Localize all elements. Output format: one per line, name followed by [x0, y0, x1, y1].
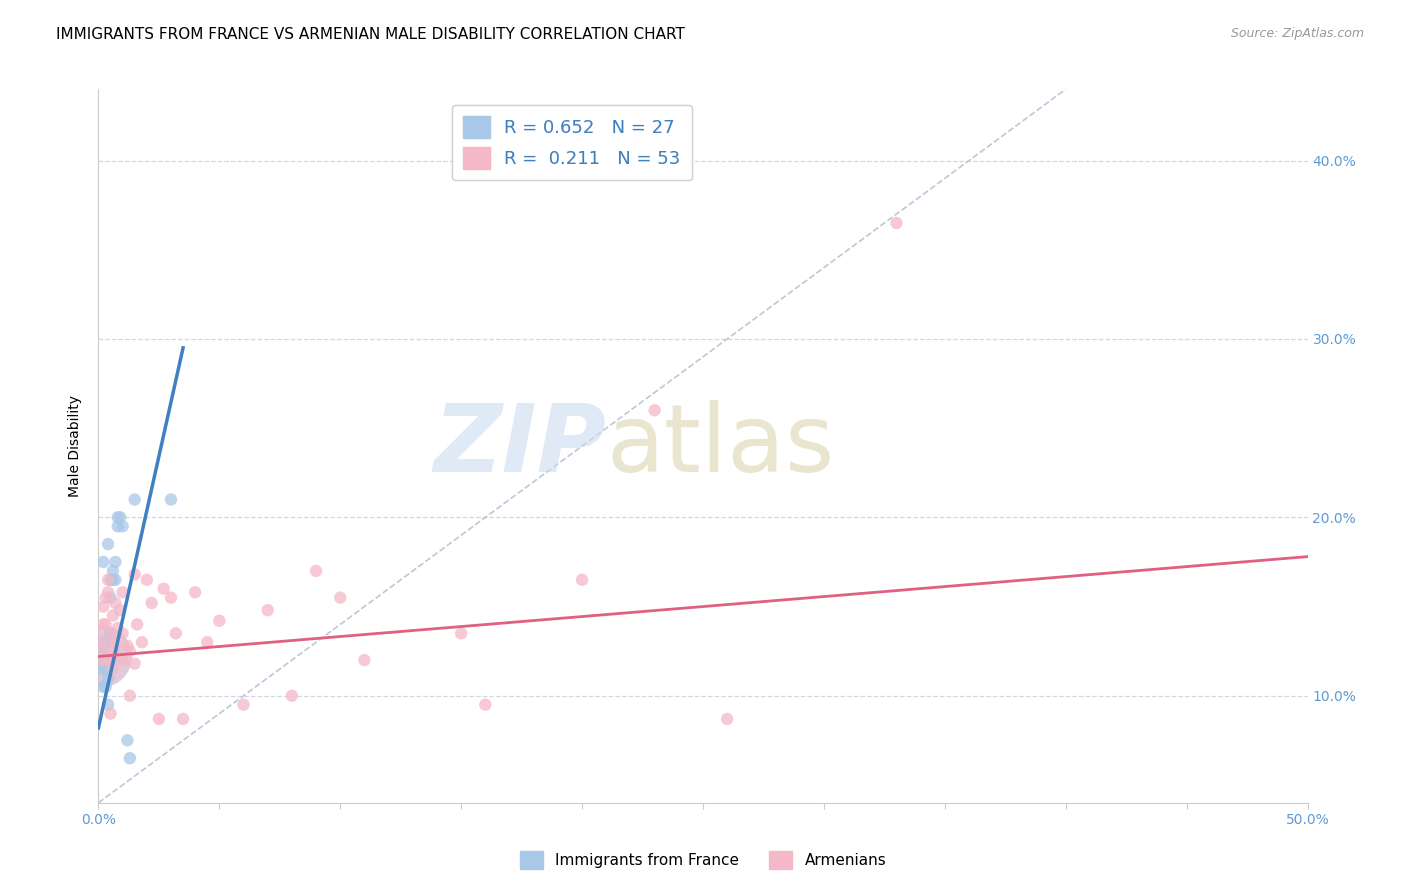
Point — [94, 662, 117, 676]
Point — [104, 555, 127, 569]
Point — [97, 573, 120, 587]
Point — [91, 680, 114, 694]
Text: Source: ZipAtlas.com: Source: ZipAtlas.com — [1230, 27, 1364, 40]
Point — [94, 680, 117, 694]
Point — [111, 626, 134, 640]
Point — [90, 662, 112, 676]
Point — [127, 617, 149, 632]
Point — [104, 596, 127, 610]
Point — [90, 649, 112, 664]
Point — [450, 626, 472, 640]
Point — [104, 639, 127, 653]
Point — [329, 591, 352, 605]
Point — [281, 689, 304, 703]
Point — [94, 635, 117, 649]
Point — [571, 573, 593, 587]
Point — [172, 712, 194, 726]
Point — [256, 603, 278, 617]
Point — [111, 653, 134, 667]
Text: ZIP: ZIP — [433, 400, 606, 492]
Point — [100, 626, 122, 640]
Point — [232, 698, 254, 712]
Point — [100, 573, 122, 587]
Point — [152, 582, 174, 596]
Point — [107, 621, 129, 635]
Point — [101, 662, 124, 676]
Point — [104, 573, 127, 587]
Point — [886, 216, 908, 230]
Point — [90, 649, 112, 664]
Point — [141, 596, 163, 610]
Point — [118, 689, 141, 703]
Point — [117, 639, 139, 653]
Point — [108, 603, 131, 617]
Point — [100, 706, 122, 721]
Point — [90, 653, 112, 667]
Point — [165, 626, 187, 640]
Point — [97, 585, 120, 599]
Legend: Immigrants from France, Armenians: Immigrants from France, Armenians — [513, 845, 893, 875]
Point — [184, 585, 207, 599]
Point — [97, 671, 120, 685]
Point — [100, 653, 122, 667]
Point — [305, 564, 328, 578]
Point — [101, 608, 124, 623]
Point — [91, 599, 114, 614]
Point — [91, 644, 114, 658]
Point — [208, 614, 231, 628]
Point — [100, 591, 122, 605]
Point — [108, 510, 131, 524]
Point — [94, 617, 117, 632]
Point — [107, 510, 129, 524]
Point — [124, 492, 146, 507]
Legend: R = 0.652   N = 27, R =  0.211   N = 53: R = 0.652 N = 27, R = 0.211 N = 53 — [453, 105, 692, 180]
Point — [124, 567, 146, 582]
Point — [195, 635, 218, 649]
Point — [91, 555, 114, 569]
Point — [131, 635, 153, 649]
Point — [91, 617, 114, 632]
Point — [97, 537, 120, 551]
Point — [148, 712, 170, 726]
Point — [118, 644, 141, 658]
Point — [644, 403, 666, 417]
Point — [160, 591, 183, 605]
Point — [101, 564, 124, 578]
Point — [107, 649, 129, 664]
Point — [90, 644, 112, 658]
Point — [101, 573, 124, 587]
Point — [124, 657, 146, 671]
Point — [716, 712, 738, 726]
Text: atlas: atlas — [606, 400, 835, 492]
Point — [135, 573, 157, 587]
Point — [90, 635, 112, 649]
Point — [111, 519, 134, 533]
Point — [474, 698, 496, 712]
Point — [100, 626, 122, 640]
Point — [94, 591, 117, 605]
Point — [111, 585, 134, 599]
Point — [160, 492, 183, 507]
Point — [107, 519, 129, 533]
Point — [91, 653, 114, 667]
Point — [117, 733, 139, 747]
Point — [101, 635, 124, 649]
Point — [97, 698, 120, 712]
Point — [118, 751, 141, 765]
Text: IMMIGRANTS FROM FRANCE VS ARMENIAN MALE DISABILITY CORRELATION CHART: IMMIGRANTS FROM FRANCE VS ARMENIAN MALE … — [56, 27, 685, 42]
Point — [94, 653, 117, 667]
Point — [353, 653, 375, 667]
Point — [100, 649, 122, 664]
Y-axis label: Male Disability: Male Disability — [69, 395, 83, 497]
